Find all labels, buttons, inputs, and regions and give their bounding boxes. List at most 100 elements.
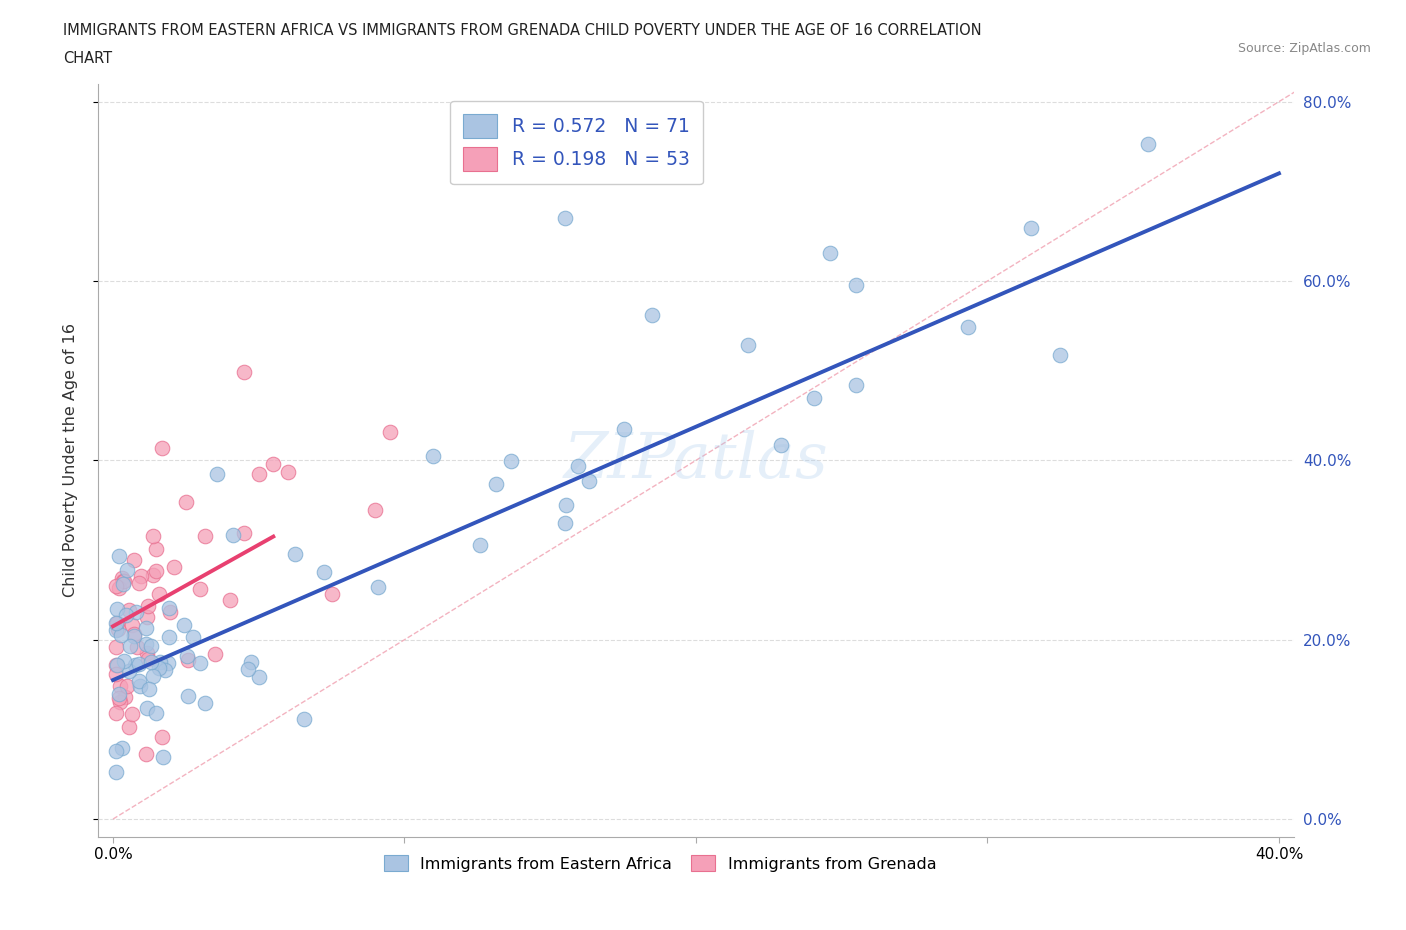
- Point: [114, 690, 136, 705]
- Point: [174, 495, 197, 510]
- Point: [115, 607, 138, 622]
- Point: [128, 576, 150, 591]
- Point: [1049, 347, 1071, 362]
- Point: [136, 645, 159, 660]
- Point: [613, 422, 636, 437]
- Point: [110, 628, 132, 643]
- Point: [818, 246, 841, 260]
- Point: [118, 603, 141, 618]
- Point: [247, 467, 270, 482]
- Point: [177, 689, 200, 704]
- Point: [105, 602, 128, 617]
- Point: [112, 654, 135, 669]
- Point: [803, 391, 825, 405]
- Point: [135, 636, 157, 651]
- Point: [150, 729, 173, 744]
- Point: [128, 679, 150, 694]
- Point: [152, 750, 174, 764]
- Point: [555, 498, 578, 512]
- Point: [499, 453, 522, 468]
- Point: [121, 707, 143, 722]
- Text: Source: ZipAtlas.com: Source: ZipAtlas.com: [1237, 42, 1371, 55]
- Point: [236, 662, 259, 677]
- Point: [173, 618, 195, 632]
- Point: [138, 682, 160, 697]
- Point: [292, 711, 315, 726]
- Point: [120, 639, 142, 654]
- Point: [485, 476, 508, 491]
- Point: [104, 578, 127, 593]
- Y-axis label: Child Poverty Under the Age of 16: Child Poverty Under the Age of 16: [63, 324, 77, 597]
- Point: [105, 616, 128, 631]
- Text: ZIPatlas: ZIPatlas: [564, 430, 828, 491]
- Point: [142, 568, 165, 583]
- Point: [129, 568, 152, 583]
- Point: [112, 573, 135, 588]
- Point: [845, 278, 868, 293]
- Point: [314, 565, 336, 579]
- Point: [578, 473, 600, 488]
- Point: [145, 564, 167, 578]
- Point: [104, 616, 127, 631]
- Point: [108, 691, 131, 706]
- Point: [105, 765, 128, 780]
- Point: [194, 528, 217, 543]
- Text: CHART: CHART: [63, 51, 112, 66]
- Point: [233, 365, 256, 379]
- Point: [159, 604, 181, 619]
- Point: [142, 669, 165, 684]
- Point: [125, 640, 148, 655]
- Point: [277, 465, 299, 480]
- Point: [737, 338, 759, 352]
- Point: [145, 706, 167, 721]
- Point: [107, 580, 129, 595]
- Point: [136, 609, 159, 624]
- Point: [222, 528, 245, 543]
- Point: [176, 649, 198, 664]
- Point: [121, 618, 143, 632]
- Point: [122, 627, 145, 642]
- Point: [135, 747, 157, 762]
- Point: [153, 663, 176, 678]
- Point: [148, 586, 170, 601]
- Point: [104, 623, 127, 638]
- Point: [157, 630, 180, 644]
- Point: [149, 655, 172, 670]
- Point: [204, 646, 226, 661]
- Point: [117, 678, 139, 693]
- Point: [142, 528, 165, 543]
- Point: [136, 652, 159, 667]
- Point: [122, 629, 145, 644]
- Point: [111, 741, 134, 756]
- Point: [108, 549, 131, 564]
- Point: [188, 656, 211, 671]
- Point: [233, 526, 256, 541]
- Point: [112, 577, 135, 591]
- Point: [111, 571, 134, 586]
- Point: [110, 694, 132, 709]
- Point: [104, 658, 127, 672]
- Point: [104, 667, 127, 682]
- Point: [641, 307, 664, 322]
- Point: [554, 516, 576, 531]
- Point: [247, 670, 270, 684]
- Point: [177, 653, 200, 668]
- Point: [105, 658, 128, 673]
- Point: [150, 441, 173, 456]
- Text: IMMIGRANTS FROM EASTERN AFRICA VS IMMIGRANTS FROM GRENADA CHILD POVERTY UNDER TH: IMMIGRANTS FROM EASTERN AFRICA VS IMMIGR…: [63, 23, 981, 38]
- Point: [321, 586, 343, 601]
- Point: [468, 538, 491, 552]
- Point: [128, 674, 150, 689]
- Point: [108, 679, 131, 694]
- Point: [162, 560, 184, 575]
- Point: [139, 638, 162, 653]
- Point: [107, 621, 129, 636]
- Point: [135, 620, 157, 635]
- Point: [104, 640, 127, 655]
- Point: [367, 579, 389, 594]
- Point: [364, 502, 387, 517]
- Point: [218, 592, 240, 607]
- Point: [112, 574, 135, 589]
- Point: [378, 424, 401, 439]
- Point: [128, 657, 150, 671]
